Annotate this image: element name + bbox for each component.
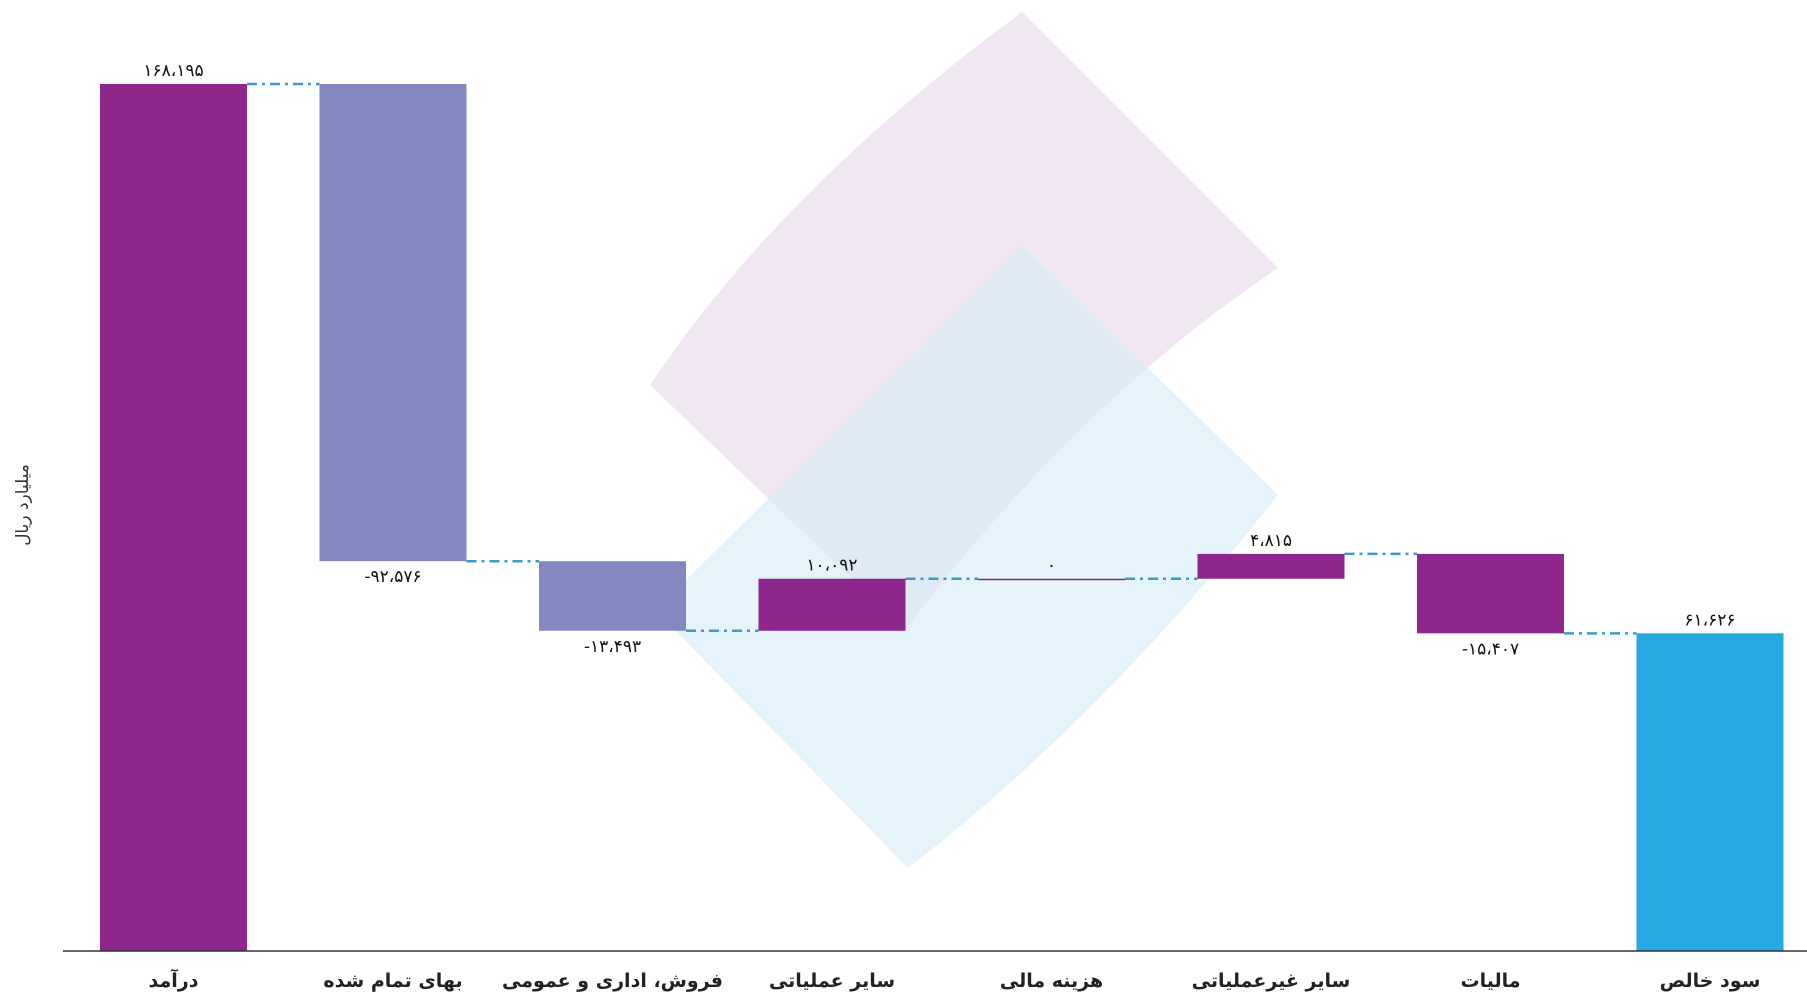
value-label-5: ۰	[1047, 556, 1056, 576]
bar-8	[1636, 633, 1784, 951]
bar-7	[1417, 553, 1564, 634]
value-label-3: -۱۳،۴۹۳	[584, 637, 641, 657]
category-label-7: مالیات	[1460, 970, 1520, 992]
category-label-6: سایر غیرعملیاتی	[1192, 970, 1351, 992]
bar-4	[758, 578, 906, 631]
value-label-2: -۹۲،۵۷۶	[364, 567, 421, 587]
value-label-8: ۶۱،۶۲۶	[1684, 610, 1735, 630]
y-axis-label: میلیارد ریال	[13, 464, 33, 546]
category-label-1: درآمد	[149, 968, 199, 992]
category-label-5: هزینه مالی	[1000, 970, 1103, 992]
bar-6	[1197, 553, 1345, 579]
bar-2	[319, 84, 467, 562]
category-labels: درآمد بهای تمام شده فروش، اداری و عمومی سای…	[149, 968, 1761, 992]
value-labels: ۱۶۸،۱۹۵ -۹۲،۵۷۶ -۱۳،۴۹۳ ۱۰،۰۹۲ ۰ ۴،۸۱۵ -۱۵،۴۰۷…	[143, 61, 1735, 659]
category-label-4: سایر عملیاتی	[769, 970, 895, 992]
watermark-logo	[650, 12, 1278, 868]
category-label-8: سود خالص	[1660, 970, 1761, 992]
watermark-blue-shape	[655, 245, 1278, 868]
bar-1	[100, 84, 247, 951]
bar-3	[539, 561, 686, 631]
category-label-3: فروش، اداری و عمومی	[502, 970, 723, 992]
bar-5	[978, 578, 1125, 581]
value-label-6: ۴،۸۱۵	[1250, 531, 1292, 551]
value-label-4: ۱۰،۰۹۲	[806, 556, 857, 576]
value-label-7: -۱۵،۴۰۷	[1462, 639, 1519, 659]
category-label-2: بهای تمام شده	[323, 970, 462, 992]
value-label-1: ۱۶۸،۱۹۵	[143, 61, 203, 81]
bars	[100, 84, 1784, 951]
